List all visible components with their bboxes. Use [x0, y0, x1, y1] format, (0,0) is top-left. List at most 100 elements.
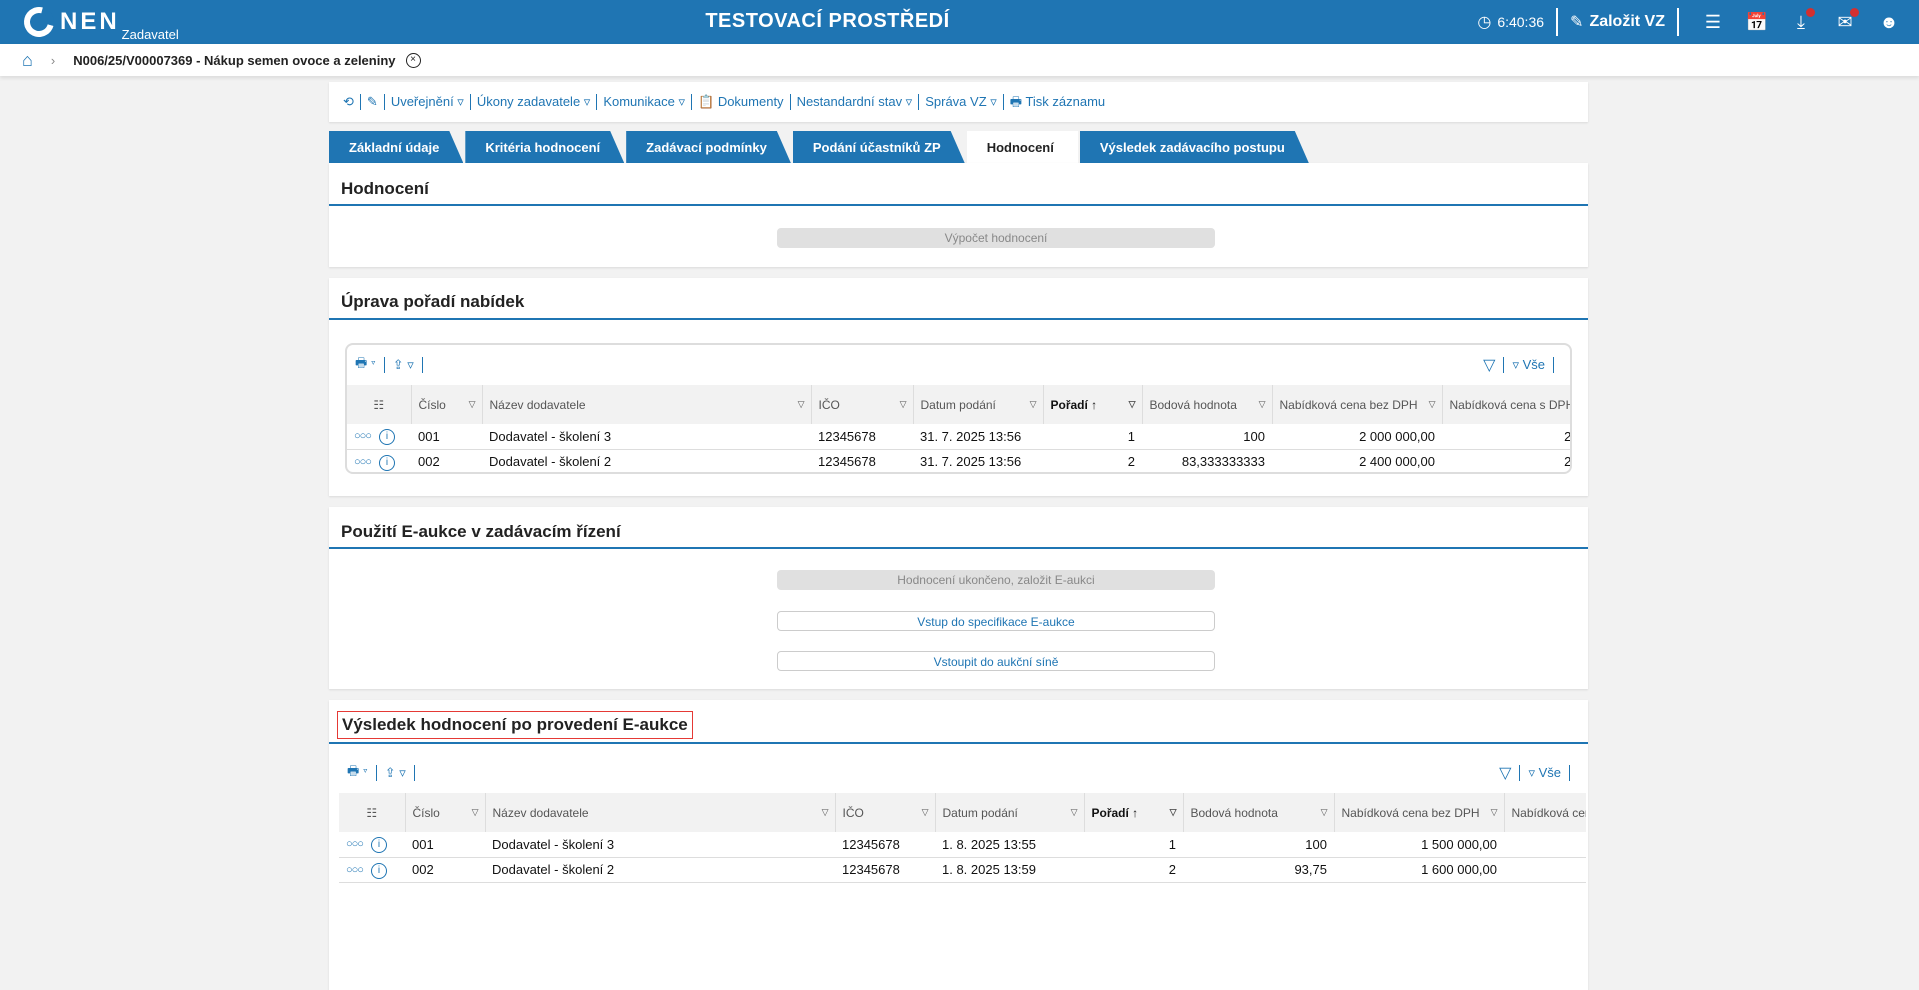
tab-podani-ucastniku[interactable]: Podání účastníků ZP — [793, 131, 965, 163]
vysledek-section: Výsledek hodnocení po provedení E-aukce … — [329, 700, 1588, 990]
column-filter-icon[interactable]: ▽ — [1169, 807, 1177, 817]
column-header[interactable]: Datum podání ▽ — [913, 385, 1044, 424]
close-icon[interactable]: × — [405, 52, 421, 68]
column-filter-icon[interactable]: ▽ — [921, 807, 929, 817]
refresh-icon[interactable]: ⟲ — [337, 94, 361, 110]
pencil-icon[interactable]: ✎ — [361, 94, 385, 110]
column-filter-icon[interactable]: ▽ — [468, 399, 476, 409]
column-header[interactable]: Nabídková cena s DPH▽ — [1442, 385, 1570, 424]
menu-komunikace[interactable]: Komunikace ▿ — [597, 94, 692, 110]
column-header[interactable]: Pořadí ↑ ▽ — [1084, 793, 1184, 832]
column-header[interactable]: Název dodavatele ▽ — [482, 385, 812, 424]
menu-uverejneni[interactable]: Uveřejnění ▿ — [385, 94, 471, 110]
table-cell: 002 — [405, 857, 485, 883]
table-row[interactable]: ○○○ i 002 Dodavatel - školení 2 12345678 31. … — [347, 449, 1570, 472]
nen-logo[interactable]: NEN Zadavatel — [18, 1, 179, 43]
column-header[interactable]: Název dodavatele ▽ — [485, 793, 836, 832]
hodnoceni-section: Hodnocení Výpočet hodnocení — [329, 163, 1588, 267]
info-icon[interactable]: i — [378, 429, 395, 446]
tab-zadavaci-podminky[interactable]: Zadávací podmínky — [626, 131, 791, 163]
calendar-icon[interactable]: 📅 — [1745, 11, 1769, 32]
user-icon[interactable]: ☻ — [1879, 11, 1899, 32]
section-title: Výsledek hodnocení po provedení E-aukce — [337, 711, 693, 739]
column-header[interactable]: Bodová hodnota ▽ — [1142, 385, 1273, 424]
action-toolbar: ⟲ ✎ Uveřejnění ▿ Úkony zadavatele ▿ Komu… — [329, 82, 1588, 122]
menu-sprava-vz[interactable]: Správa VZ ▿ — [919, 94, 1004, 110]
table-cell: Dodavatel - školení 2 — [485, 857, 835, 883]
print-icon[interactable]: 🖶 ▿ — [355, 355, 376, 370]
header-row: ☷ Číslo ▽ Název dodavatele ▽ IČO ▽ Datum podání… — [347, 385, 1570, 424]
table-cell: 12345678 — [811, 424, 913, 450]
column-filter-icon[interactable]: ▽ — [1428, 399, 1436, 409]
table-row[interactable]: ○○○ i 002 Dodavatel - školení 2 12345678 1. 8… — [339, 857, 1586, 883]
column-header[interactable]: Nabídková cena bez DPH ▽ — [1334, 793, 1505, 832]
column-filter-icon[interactable]: ▽ — [471, 807, 479, 817]
column-filter-icon[interactable]: ▽ — [1070, 807, 1078, 817]
view-select[interactable]: ▿ Vše — [1512, 357, 1545, 372]
create-vz-button[interactable]: Založit VZ — [1589, 13, 1665, 30]
menu-tisk-zaznamu[interactable]: 🖶 Tisk záznamu — [1009, 94, 1106, 109]
export-icon[interactable]: ⇪ ▿ — [392, 357, 414, 372]
mail-icon[interactable]: ✉ — [1823, 7, 1867, 33]
column-header[interactable]: Nabídková cena bez DPH ▽ — [1272, 385, 1443, 424]
menu-ukony-zadavatele[interactable]: Úkony zadavatele ▿ — [471, 94, 598, 110]
menu-dokumenty[interactable]: 📋 Dokumenty — [692, 94, 791, 110]
column-filter-icon[interactable]: ▽ — [1490, 807, 1498, 817]
more-actions-icon[interactable]: ○○○ — [354, 455, 372, 468]
table-row[interactable]: ○○○ i 001 Dodavatel - školení 3 12345678 31. … — [347, 424, 1570, 450]
table-cell: Dodavatel - školení 2 — [482, 449, 811, 472]
more-actions-icon[interactable]: ○○○ — [346, 838, 364, 851]
column-header[interactable]: Číslo ▽ — [405, 793, 486, 832]
more-actions-icon[interactable]: ○○○ — [354, 430, 372, 443]
vypocet-hodnoceni-button[interactable]: Výpočet hodnocení — [777, 228, 1215, 248]
table-cell: 1. 8. 2025 13:55 — [935, 832, 1084, 858]
column-filter-icon[interactable]: ▽ — [797, 399, 805, 409]
download-icon[interactable]: ⤓ — [1779, 7, 1823, 33]
table-cell: 31. 7. 2025 13:56 — [913, 449, 1043, 472]
specifikace-eaukce-button[interactable]: Vstup do specifikace E-aukce — [777, 611, 1215, 631]
column-header[interactable]: Pořadí ↑ ▽ — [1043, 385, 1143, 424]
menu-nestandardni-stav[interactable]: Nestandardní stav ▿ — [791, 94, 920, 110]
tab-zakladni-udaje[interactable]: Základní údaje — [329, 131, 463, 163]
more-actions-icon[interactable]: ○○○ — [346, 863, 364, 876]
section-title: Úprava pořadí nabídek — [341, 292, 525, 311]
table-row[interactable]: ○○○ i 001 Dodavatel - školení 3 12345678 1. 8… — [339, 832, 1586, 858]
tab-vysledek[interactable]: Výsledek zadávacího postupu — [1080, 131, 1309, 163]
column-header[interactable]: Bodová hodnota ▽ — [1183, 793, 1335, 832]
info-icon[interactable]: i — [370, 862, 387, 879]
filter-icon[interactable]: ▽ — [1499, 765, 1512, 782]
column-header[interactable]: Datum podání ▽ — [935, 793, 1085, 832]
table-cell: 2 400 000,00 — [1272, 449, 1442, 472]
table-cell: 2 420 000,00 — [1442, 424, 1570, 450]
home-icon[interactable]: ⌂ — [22, 49, 33, 70]
export-icon[interactable]: ⇪ ▿ — [384, 765, 406, 780]
table-cell — [1504, 857, 1586, 883]
view-select[interactable]: ▿ Vše — [1528, 765, 1561, 780]
info-icon[interactable]: i — [370, 837, 387, 854]
filter-icon[interactable]: ▽ — [1483, 357, 1496, 374]
tab-kriteria-hodnoceni[interactable]: Kritéria hodnocení — [465, 131, 624, 163]
column-filter-icon[interactable]: ▽ — [1029, 399, 1037, 409]
menu-icon[interactable]: ☰ — [1704, 11, 1722, 32]
tab-hodnoceni[interactable]: Hodnocení — [966, 131, 1078, 163]
column-filter-icon[interactable]: ▽ — [899, 399, 907, 409]
column-header[interactable]: Nabídková cena s DPH▽ — [1504, 793, 1586, 832]
aukcni-sin-button[interactable]: Vstoupit do aukční síně — [777, 651, 1215, 671]
column-header[interactable]: Číslo ▽ — [411, 385, 483, 424]
zalozit-eaukci-button[interactable]: Hodnocení ukončeno, založit E-aukci — [777, 570, 1215, 590]
print-icon[interactable]: 🖶 ▿ — [347, 763, 368, 778]
column-filter-icon[interactable]: ▽ — [821, 807, 829, 817]
column-filter-icon[interactable]: ▽ — [1128, 399, 1136, 409]
column-settings-icon[interactable]: ☷ — [339, 793, 406, 832]
info-icon[interactable]: i — [378, 454, 395, 471]
table-cell: 1. 8. 2025 13:59 — [935, 857, 1084, 883]
clock-icon: ◷ — [1477, 14, 1492, 31]
column-filter-icon[interactable]: ▽ — [1258, 399, 1266, 409]
table-cell: 2 904 000,00 — [1442, 449, 1570, 472]
column-header[interactable]: IČO ▽ — [835, 793, 936, 832]
breadcrumb-title[interactable]: N006/25/V00007369 - Nákup semen ovoce a … — [73, 52, 396, 68]
table-cell — [1504, 832, 1586, 858]
column-header[interactable]: IČO ▽ — [811, 385, 914, 424]
column-filter-icon[interactable]: ▽ — [1320, 807, 1328, 817]
column-settings-icon[interactable]: ☷ — [347, 385, 412, 424]
